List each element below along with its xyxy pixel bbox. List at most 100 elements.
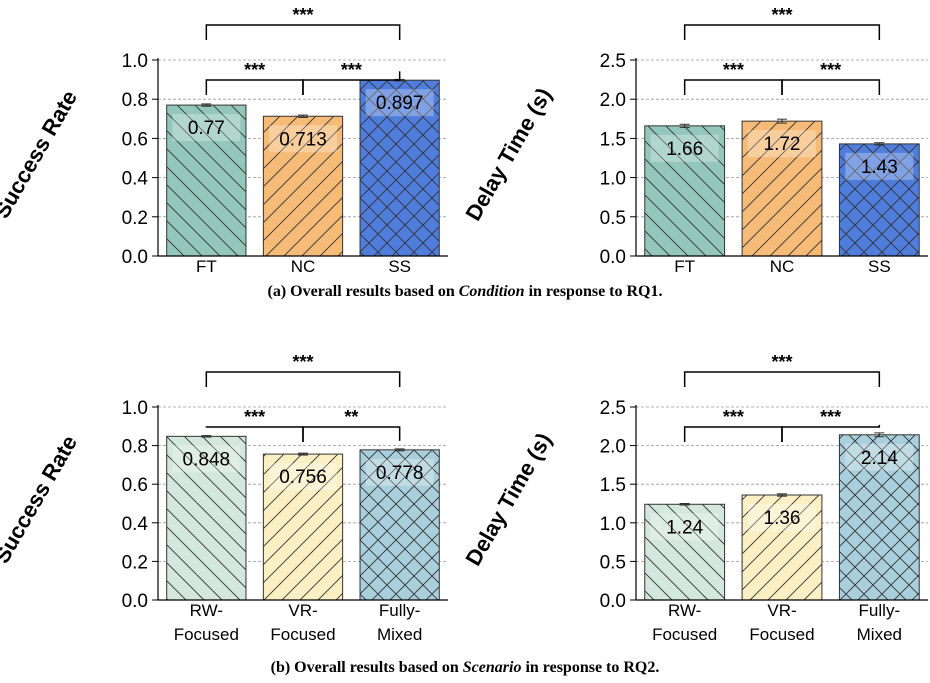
data-label: 0.713 — [279, 129, 327, 150]
data-label: 2.14 — [861, 448, 898, 469]
data-label: 0.848 — [183, 449, 231, 470]
x-tick-label: VR- — [767, 601, 796, 620]
y-tick-label: 0.0 — [122, 591, 148, 612]
significance-label: *** — [723, 407, 744, 427]
significance-bracket — [302, 71, 401, 95]
caption-a-suffix: in response to RQ1. — [524, 283, 663, 300]
data-label: 1.36 — [764, 508, 801, 529]
significance-label: *** — [244, 407, 265, 427]
value-label-backing — [365, 458, 434, 486]
significance-label: *** — [771, 352, 792, 372]
y-axis-label: Delay Time (s) — [460, 429, 556, 570]
y-tick-label: 0.5 — [600, 208, 626, 229]
y-tick-label: 1.0 — [122, 51, 148, 72]
value-label-backing — [748, 504, 816, 532]
caption-a-emph: Condition — [458, 283, 525, 300]
x-tick-label: VR- — [288, 601, 317, 620]
value-label-backing — [650, 513, 719, 541]
y-tick-label: 0.0 — [600, 591, 626, 612]
caption-a: (a) Overall results based on Condition i… — [0, 283, 930, 301]
bar — [741, 120, 823, 257]
x-tick-label: NC — [770, 257, 795, 276]
y-tick-label: 0.2 — [122, 552, 148, 573]
bar — [262, 115, 344, 257]
y-tick-label: 1.0 — [122, 398, 148, 419]
value-label-backing — [365, 89, 434, 117]
x-tick-label: Fully- — [859, 601, 901, 620]
significance-bracket — [205, 79, 304, 95]
significance-label: *** — [341, 60, 362, 80]
bar — [166, 104, 247, 257]
y-tick-label: 0.5 — [600, 552, 626, 573]
chart-panel-3: 0.0 0.2 0.4 0.6 0.8 1.0 Success Rate 0.848 RW- Fo… — [0, 352, 448, 644]
caption-b-suffix: in response to RQ2. — [521, 659, 660, 676]
bar — [166, 435, 247, 601]
x-tick-label: RW- — [190, 601, 223, 620]
x-tick-label: Mixed — [377, 625, 422, 644]
significance-label: *** — [820, 60, 841, 80]
x-tick-label: Focused — [652, 625, 717, 644]
data-label: 1.72 — [764, 134, 801, 155]
y-tick-label: 1.5 — [600, 129, 626, 150]
x-tick-label: Focused — [174, 625, 239, 644]
y-tick-label: 0.8 — [122, 90, 148, 111]
bar — [359, 449, 440, 601]
data-label: 1.66 — [666, 139, 703, 160]
significance-bracket — [683, 426, 783, 442]
value-label-backing — [748, 130, 816, 158]
significance-bracket — [781, 79, 881, 95]
value-label-backing — [845, 152, 914, 180]
y-tick-label: 1.5 — [600, 475, 626, 496]
x-tick-label: NC — [291, 257, 316, 276]
caption-b-emph: Scenario — [462, 659, 522, 676]
y-tick-label: 2.5 — [600, 398, 626, 419]
significance-bracket — [781, 424, 881, 442]
chart-panel-2: 0.0 0.5 1.0 1.5 2.0 2.5 Delay Time (s) 1.66 FT 1.… — [460, 5, 928, 276]
x-tick-label: Fully- — [379, 601, 421, 620]
caption-a-prefix: (a) Overall results based on — [267, 283, 459, 300]
chart-panel-4: 0.0 0.5 1.0 1.5 2.0 2.5 Delay Time (s) 1.24 RW- F… — [460, 352, 928, 644]
y-tick-label: 0.4 — [122, 169, 149, 190]
y-tick-label: 0.0 — [600, 247, 626, 268]
significance-bracket — [683, 24, 881, 40]
y-axis-label: Delay Time (s) — [460, 84, 556, 225]
caption-b: (b) Overall results based on Scenario in… — [0, 659, 930, 677]
significance-bracket — [205, 24, 401, 40]
y-tick-label: 2.0 — [600, 437, 626, 458]
x-tick-label: FT — [196, 257, 217, 276]
data-label: 0.897 — [376, 93, 424, 114]
x-tick-label: Focused — [749, 625, 814, 644]
data-label: 0.756 — [279, 467, 327, 488]
significance-label: *** — [292, 352, 313, 372]
bar — [644, 125, 726, 257]
y-tick-label: 1.0 — [600, 169, 626, 190]
bar — [359, 79, 440, 257]
x-tick-label: SS — [868, 257, 891, 276]
x-tick-label: RW- — [668, 601, 701, 620]
bar — [838, 143, 920, 257]
data-label: 1.43 — [861, 157, 898, 178]
y-tick-label: 2.0 — [600, 90, 626, 111]
y-tick-label: 0.8 — [122, 437, 148, 458]
data-label: 1.24 — [666, 517, 703, 538]
data-label: 0.77 — [188, 118, 225, 139]
caption-b-prefix: (b) Overall results based on — [270, 659, 463, 676]
significance-bracket — [683, 79, 783, 95]
significance-bracket — [302, 426, 401, 442]
y-tick-label: 0.6 — [122, 129, 148, 150]
y-tick-label: 2.5 — [600, 51, 626, 72]
significance-label: *** — [292, 5, 313, 25]
significance-bracket — [683, 371, 881, 387]
x-tick-label: Focused — [270, 625, 335, 644]
y-tick-label: 0.0 — [122, 247, 148, 268]
y-tick-label: 1.0 — [600, 514, 626, 535]
data-label: 0.778 — [376, 463, 424, 484]
value-label-backing — [269, 463, 337, 491]
value-label-backing — [650, 134, 719, 162]
value-label-backing — [269, 125, 337, 153]
value-label-backing — [172, 445, 241, 473]
x-tick-label: SS — [388, 257, 411, 276]
y-axis-label: Success Rate — [0, 86, 82, 222]
y-axis-label: Success Rate — [0, 431, 82, 567]
